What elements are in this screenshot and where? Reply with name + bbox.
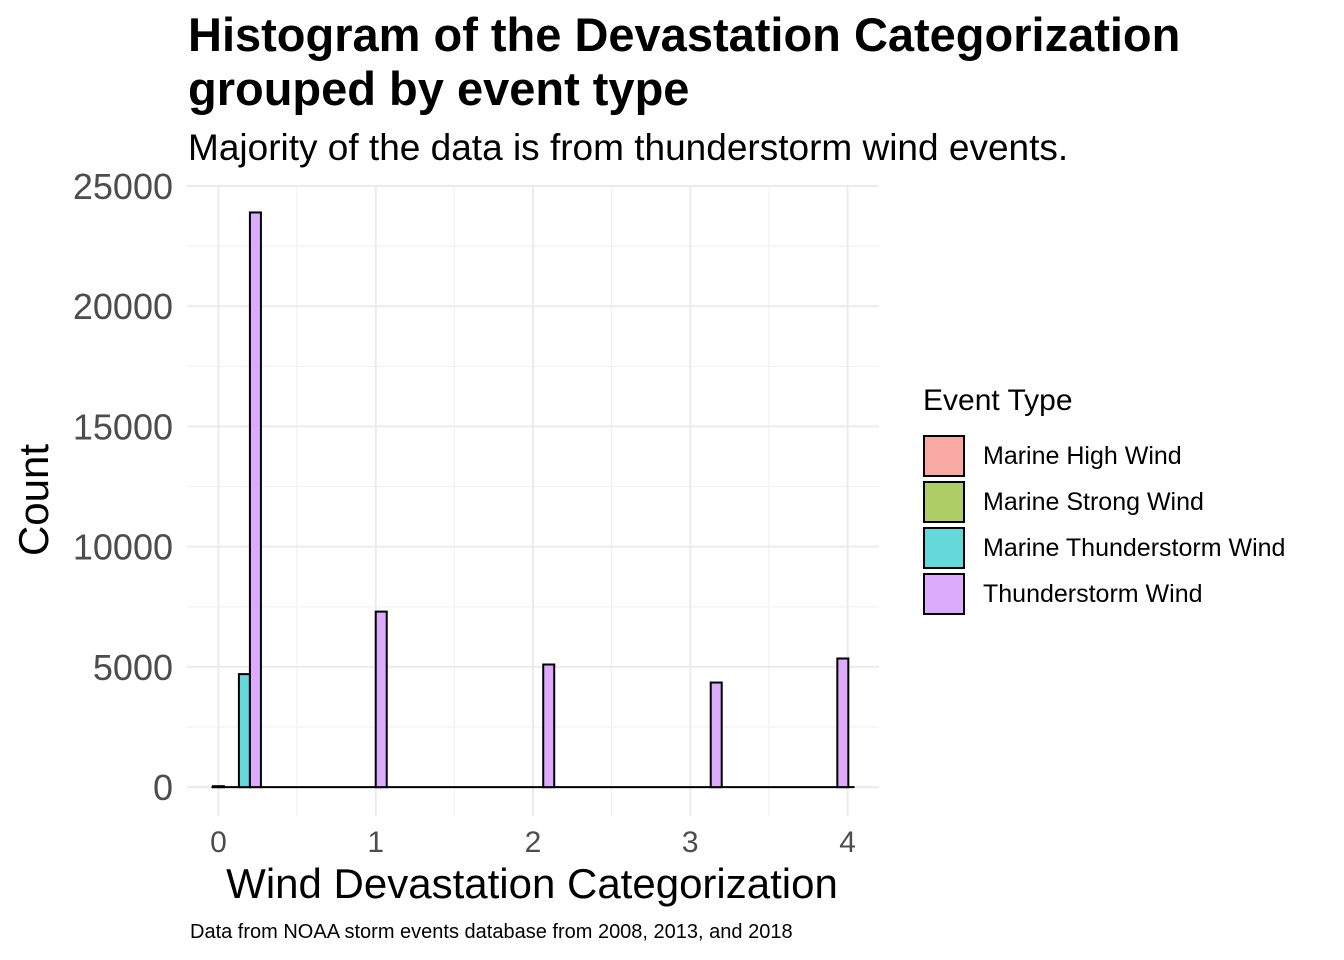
legend-items: Marine High Wind Marine Strong Wind Marine… bbox=[923, 433, 1285, 617]
legend-item: Marine High Wind bbox=[923, 433, 1285, 479]
histogram-bar bbox=[374, 610, 388, 789]
histogram-bar bbox=[248, 211, 262, 789]
legend-swatch bbox=[923, 527, 965, 569]
chart-caption: Data from NOAA storm events database fro… bbox=[190, 921, 793, 943]
legend-item: Marine Thunderstorm Wind bbox=[923, 525, 1285, 571]
tick-labels: 0 5000 10000 15000 20000 25000 0 1 2 3 4 bbox=[73, 166, 856, 859]
chart-subtitle: Majority of the data is from thunderstor… bbox=[188, 127, 1069, 168]
y-tick-label: 15000 bbox=[73, 406, 173, 447]
legend-title: Event Type bbox=[923, 384, 1073, 417]
histogram-bar bbox=[211, 785, 225, 789]
histogram-bar bbox=[709, 681, 723, 789]
y-tick-label: 10000 bbox=[73, 527, 173, 568]
x-axis-title: Wind Devastation Categorization bbox=[226, 860, 838, 907]
x-tick-label: 0 bbox=[210, 826, 227, 859]
x-tick-label: 4 bbox=[839, 826, 856, 859]
y-tick-label: 25000 bbox=[73, 166, 173, 207]
grid-lines bbox=[187, 185, 879, 816]
legend-swatch bbox=[923, 573, 965, 615]
legend-label: Marine Thunderstorm Wind bbox=[983, 533, 1286, 562]
y-tick-label: 5000 bbox=[93, 647, 173, 688]
bars bbox=[211, 211, 855, 789]
legend-item: Thunderstorm Wind bbox=[923, 571, 1285, 617]
legend-swatch bbox=[923, 435, 965, 477]
legend-item: Marine Strong Wind bbox=[923, 479, 1285, 525]
histogram-bar bbox=[836, 657, 850, 789]
y-axis-title: Count bbox=[10, 444, 57, 556]
legend: Event Type Marine High Wind Marine Strong… bbox=[923, 383, 1285, 617]
legend-swatch bbox=[923, 481, 965, 523]
histogram-bar bbox=[542, 663, 556, 789]
legend-label: Thunderstorm Wind bbox=[983, 579, 1203, 608]
legend-label: Marine High Wind bbox=[983, 441, 1182, 470]
histogram-bar bbox=[237, 673, 251, 789]
x-tick-label: 1 bbox=[367, 826, 384, 859]
x-tick-label: 3 bbox=[682, 826, 699, 859]
y-tick-label: 20000 bbox=[73, 286, 173, 327]
chart-title: Histogram of the Devastation Categorizat… bbox=[188, 8, 1181, 115]
legend-label: Marine Strong Wind bbox=[983, 487, 1204, 516]
y-tick-label: 0 bbox=[153, 767, 173, 808]
x-tick-label: 2 bbox=[525, 826, 542, 859]
